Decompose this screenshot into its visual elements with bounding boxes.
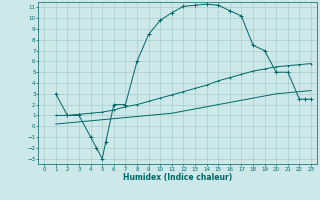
X-axis label: Humidex (Indice chaleur): Humidex (Indice chaleur) bbox=[123, 173, 232, 182]
